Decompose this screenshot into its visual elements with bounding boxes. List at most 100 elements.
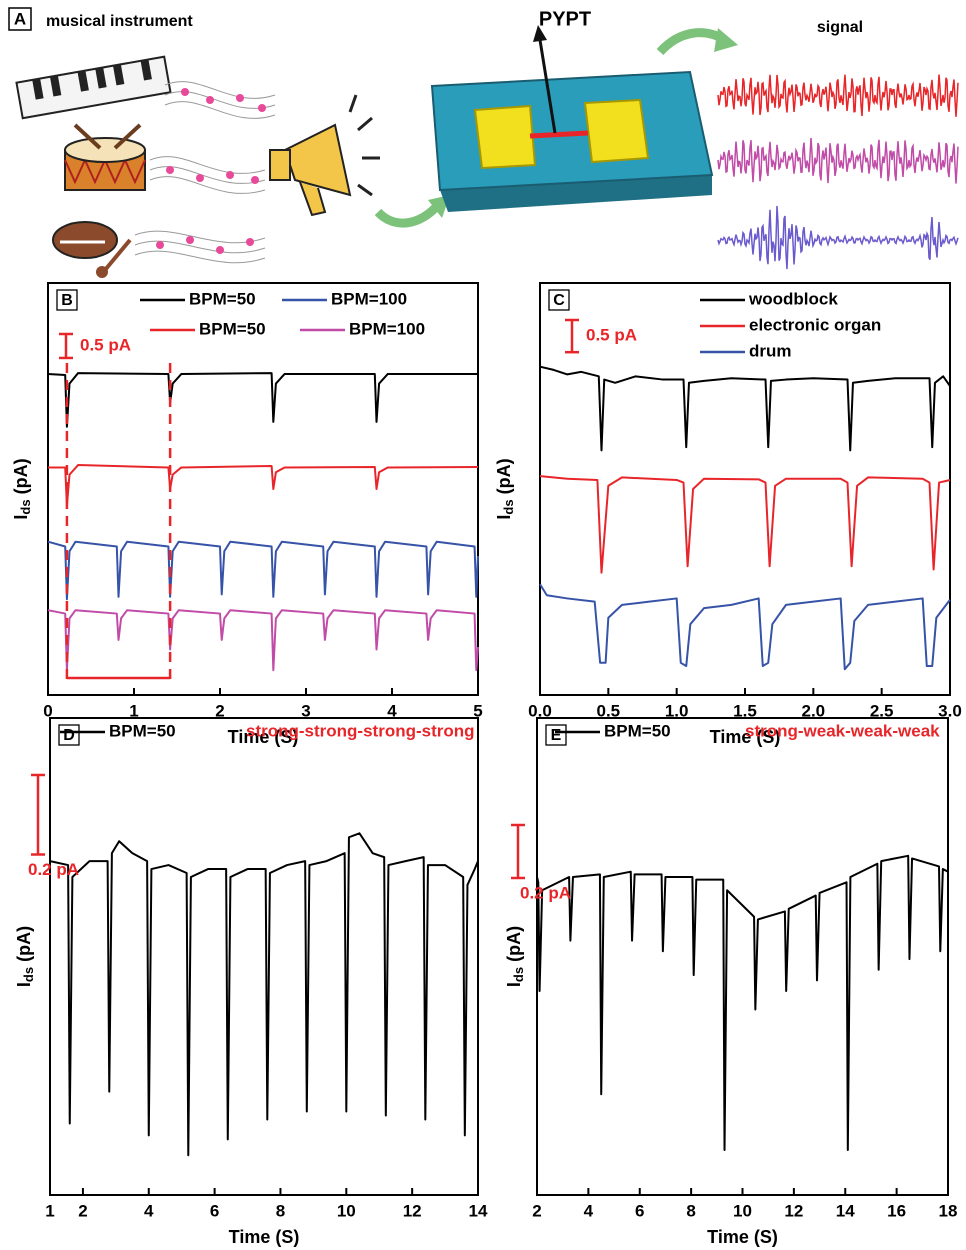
plot-frame [47, 282, 479, 696]
y-label-unit: (pA) [504, 926, 524, 967]
x-tick-label: 2.0 [802, 701, 826, 720]
plot-frame [49, 717, 479, 1196]
panel-label-box [548, 289, 570, 311]
panel-label: E [551, 727, 562, 744]
scale-bar-label: 0.5 pA [80, 335, 131, 354]
x-axis-label: Time (S) [710, 727, 781, 747]
y-label-sub: ds [18, 499, 33, 514]
annotation: strong-strong-strong-strong [246, 721, 475, 740]
x-tick-label: 8 [276, 1201, 285, 1220]
x-tick-label: 2 [78, 1201, 87, 1220]
scale-bar-label: 0.2 pA [28, 860, 79, 879]
x-tick-label: 4 [144, 1201, 154, 1220]
panel-label: C [553, 292, 565, 309]
legend-label: BPM=50 [109, 721, 176, 740]
x-axis-label: Time (S) [707, 1227, 778, 1247]
panel-label-box [545, 724, 567, 746]
device-title: PYPT [539, 8, 591, 30]
panel-a: A musical instrument [8, 7, 959, 278]
legend-label: BPM=100 [349, 319, 425, 338]
x-tick-label: 14 [469, 1201, 488, 1220]
panel: E 2 4 6 8 10 12 14 16 18 Time (S) Ids (pA) BPM=50 0.2… [504, 717, 958, 1247]
x-tick-label: 12 [784, 1201, 803, 1220]
x-tick-label: 2 [532, 1201, 541, 1220]
series-line [539, 583, 951, 671]
x-axis-label: Time (S) [229, 1227, 300, 1247]
series-line [539, 475, 951, 574]
drum-icon [64, 123, 146, 191]
panel: C 0.0 0.5 1.0 1.5 2.0 2.5 3.0 Time (S) Ids (pA) wo… [494, 282, 962, 747]
series-line [539, 365, 951, 452]
y-label-main: I [504, 982, 524, 987]
y-label-sub: ds [21, 967, 36, 982]
x-tick-label: 16 [887, 1201, 906, 1220]
panel-label: B [61, 292, 73, 309]
y-label-unit: (pA) [494, 458, 514, 499]
x-tick-label: 0.5 [597, 701, 621, 720]
piano-icon [15, 55, 172, 120]
arrow [374, 201, 442, 228]
x-tick-label: 10 [733, 1201, 752, 1220]
legend-label: drum [749, 341, 792, 360]
legend-label: BPM=50 [189, 289, 256, 308]
arrow-head [714, 28, 738, 52]
x-tick-label: 8 [686, 1201, 695, 1220]
x-tick-label: 10 [337, 1201, 356, 1220]
legend-label: BPM=100 [331, 289, 407, 308]
x-tick-label: 1 [45, 1201, 54, 1220]
y-axis-label: Ids (pA) [504, 926, 527, 987]
x-tick-label: 18 [939, 1201, 958, 1220]
signal-decoration [717, 74, 959, 117]
x-tick-label: 1.5 [733, 701, 757, 720]
scale-bar-label: 0.5 pA [586, 326, 637, 345]
instrument-title: musical instrument [46, 13, 193, 30]
scale-bar-label: 0.2 pA [520, 883, 571, 902]
x-tick-label: 3 [301, 701, 310, 720]
y-label-sub: ds [511, 967, 526, 982]
series-line [536, 854, 949, 1151]
y-label-main: I [494, 515, 514, 520]
series-line [47, 372, 478, 428]
y-axis-label: Ids (pA) [494, 458, 517, 519]
x-tick-label: 6 [635, 1201, 644, 1220]
signal-decoration [717, 137, 959, 184]
panel-label: A [14, 9, 26, 28]
y-axis-label: Ids (pA) [11, 458, 34, 519]
x-tick-label: 3.0 [938, 701, 962, 720]
legend-label: BPM=50 [199, 319, 266, 338]
legend-label: BPM=50 [604, 721, 671, 740]
series-line [48, 464, 479, 507]
x-tick-label: 12 [403, 1201, 422, 1220]
x-tick-label: 2 [215, 701, 224, 720]
x-tick-label: 5 [473, 701, 482, 720]
series-line [47, 540, 479, 601]
series-line [47, 609, 479, 672]
x-axis-label: Time (S) [228, 727, 299, 747]
y-label-unit: (pA) [14, 926, 34, 967]
signal-title: signal [817, 19, 863, 36]
signal-decoration [717, 205, 959, 270]
y-label-unit: (pA) [11, 458, 31, 499]
x-tick-label: 14 [836, 1201, 855, 1220]
music-notes [156, 88, 266, 254]
legend-label: woodblock [748, 289, 838, 308]
legend-label: electronic organ [749, 315, 881, 334]
y-label-main: I [14, 982, 34, 987]
megaphone-icon [269, 94, 380, 217]
panel-label-box [8, 7, 32, 31]
x-tick-label: 1 [129, 701, 138, 720]
y-label-sub: ds [501, 499, 516, 514]
x-tick-label: 4 [584, 1201, 594, 1220]
annotation: strong-weak-weak-weak [745, 721, 940, 740]
y-label-main: I [11, 515, 31, 520]
panel: B 0 1 2 3 4 5 Time (S) Ids (pA) BPM=50 BPM=50 BPM=1… [11, 282, 483, 747]
y-axis-label: Ids (pA) [14, 926, 37, 987]
x-tick-label: 2.5 [870, 701, 894, 720]
panel-label: D [63, 727, 75, 744]
x-tick-label: 0 [43, 701, 52, 720]
x-tick-label: 6 [210, 1201, 219, 1220]
x-tick-label: 0.0 [528, 701, 552, 720]
